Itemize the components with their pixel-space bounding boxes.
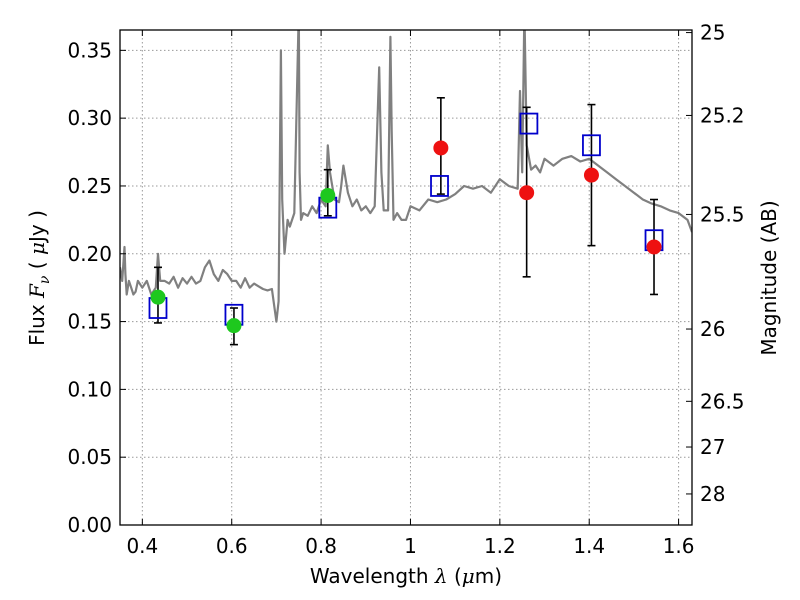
y2-tick-label: 27 <box>700 435 725 459</box>
x-tick-label: 1.6 <box>663 534 695 558</box>
spectrum-layer <box>120 30 692 323</box>
y-tick-label: 0.30 <box>67 106 112 130</box>
x-tick-label: 0.4 <box>126 534 158 558</box>
observed-red-point <box>646 239 662 255</box>
x-tick-label: 1.2 <box>484 534 516 558</box>
tick-layer: 0.4 0.6 0.8 1 1.2 1.4 1.6 0.00 0.05 0.10 0.15 0.20 0… <box>67 21 744 558</box>
grid <box>120 30 692 525</box>
y2-tick-label: 25 <box>700 21 725 45</box>
observed-red-point <box>519 185 535 201</box>
y-tick-label: 0.10 <box>67 377 112 401</box>
y2-tick-label: 26 <box>700 317 725 341</box>
y-tick-label: 0.35 <box>67 38 112 62</box>
y2-tick-label: 26.5 <box>700 389 745 413</box>
x-tick-label: 1.4 <box>573 534 605 558</box>
y2-tick-label: 25.5 <box>700 202 745 226</box>
observed-green-point <box>226 318 242 334</box>
model-square <box>430 175 449 197</box>
y-tick-label: 0.15 <box>67 310 112 334</box>
x-axis-title: Wavelength λ (μm) <box>310 564 502 588</box>
y2-tick-label: 25.2 <box>700 103 745 127</box>
y2-axis-title: Magnitude (AB) <box>757 200 781 355</box>
y-tick-label: 0.05 <box>67 445 112 469</box>
y-tick-label: 0.25 <box>67 174 112 198</box>
y-tick-label: 0.00 <box>67 513 112 537</box>
observed-red-point <box>583 167 599 183</box>
y-tick-label: 0.20 <box>67 242 112 266</box>
model-square <box>582 134 601 157</box>
observed-green-point <box>150 289 166 305</box>
plot-background <box>120 30 692 525</box>
model-square <box>519 112 539 135</box>
x-tick-label: 0.8 <box>305 534 337 558</box>
observed-green-point <box>320 187 336 203</box>
observed-point-layer <box>150 140 662 334</box>
y2-tick-label: 28 <box>700 482 725 506</box>
x-tick-label: 0.6 <box>216 534 248 558</box>
plot-frame <box>119 29 693 526</box>
observed-red-point <box>433 140 449 156</box>
spectrum-line <box>120 30 692 323</box>
x-tick-label: 1 <box>404 534 417 558</box>
y-axis-title: Flux Fν ( μJy ) <box>25 210 53 346</box>
